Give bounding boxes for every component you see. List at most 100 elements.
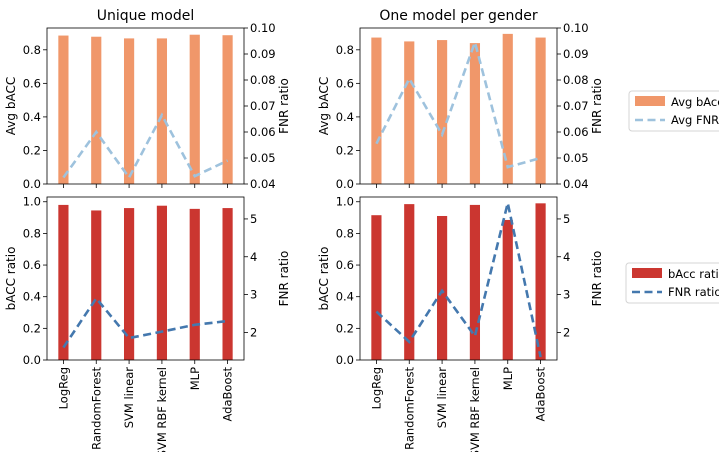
chart-panel-1: Unique model 0.0 0.2 0.4 0.6 0.8 0.04 0.05 0.06 0… <box>4 8 291 191</box>
bar-svm-rbf-kernel <box>469 204 481 360</box>
y2-tick-label: 2 <box>563 325 570 339</box>
y2-tick-label: 0.10 <box>250 21 276 35</box>
y2-axis-title: FNR ratio <box>590 251 604 307</box>
bar-svm-linear <box>123 38 135 185</box>
y2-tick-label: 5 <box>250 212 257 226</box>
legend-bar-label: Avg bAcc <box>671 95 719 109</box>
x-tick-label: SVM RBF kernel <box>155 367 169 452</box>
y2-tick-label: 0.06 <box>563 125 589 139</box>
bar-mlp <box>502 33 513 184</box>
bar-randomforest <box>91 36 102 184</box>
bar-adaboost <box>222 35 233 184</box>
y-tick-label: 0.0 <box>23 353 41 367</box>
bar-svm-linear <box>123 208 135 360</box>
y2-tick-label: 4 <box>563 250 570 264</box>
x-tick-label: MLP <box>188 367 202 390</box>
bar-svm-rbf-kernel <box>156 205 168 360</box>
y2-tick-label: 4 <box>250 250 257 264</box>
y-tick-label: 1.0 <box>23 195 41 209</box>
y2-tick-label: 3 <box>250 288 257 302</box>
x-tick-label: SVM RBF kernel <box>468 367 482 452</box>
bar-logreg <box>58 35 69 184</box>
bar-svm-linear <box>436 215 448 360</box>
y2-tick-label: 0.04 <box>563 177 589 191</box>
x-tick-label: AdaBoost <box>221 367 235 422</box>
x-tick-label: RandomForest <box>89 367 103 450</box>
chart-panel-2: One model per gender 0.0 0.2 0.4 0.6 0.8 0.04 0… <box>317 8 604 191</box>
y2-tick-label: 0.09 <box>250 47 276 61</box>
fnr-line <box>62 296 228 349</box>
bar-randomforest <box>91 210 102 360</box>
x-tick-label: LogReg <box>369 367 383 409</box>
legend-line-label: Avg FNR <box>671 113 719 127</box>
y2-tick-label: 0.05 <box>563 151 589 165</box>
legend-2: bAcc ratio FNR ratio <box>625 262 719 304</box>
y-axis-title: bACC ratio <box>317 247 331 311</box>
bar-mlp <box>189 34 200 184</box>
y2-tick-label: 0.10 <box>563 21 589 35</box>
legend-bar-swatch <box>632 268 662 278</box>
legend-bar-label: bAcc ratio <box>668 267 719 281</box>
panel-title: Unique model <box>97 8 194 24</box>
y2-tick-label: 0.07 <box>250 99 276 113</box>
x-tick-label: AdaBoost <box>534 367 548 422</box>
y-tick-label: 0.0 <box>336 177 354 191</box>
legend-line-label: FNR ratio <box>668 285 719 299</box>
bar-adaboost <box>535 37 546 184</box>
y2-tick-label: 0.09 <box>563 47 589 61</box>
y-tick-label: 0.4 <box>336 290 354 304</box>
legend-bar-swatch <box>635 96 665 106</box>
y-tick-label: 0.2 <box>23 143 41 157</box>
bar-logreg <box>371 37 382 184</box>
bar-adaboost <box>535 203 546 360</box>
x-tick-label: SVM linear <box>122 367 136 429</box>
y2-tick-label: 0.08 <box>250 73 276 87</box>
x-tick-label: MLP <box>501 367 515 390</box>
y-tick-label: 0.6 <box>23 258 41 272</box>
y-tick-label: 0.8 <box>336 43 354 57</box>
y-tick-label: 0.4 <box>336 110 354 124</box>
axes-frame <box>46 27 245 185</box>
y2-tick-label: 0.08 <box>563 73 589 87</box>
y-tick-label: 0.2 <box>23 321 41 335</box>
y-tick-label: 0.4 <box>23 110 41 124</box>
y2-tick-label: 0.04 <box>250 177 276 191</box>
x-tick-label: RandomForest <box>402 367 416 450</box>
x-tick-label: SVM linear <box>435 367 449 429</box>
y2-tick-label: 3 <box>563 288 570 302</box>
y-axis-title: bACC ratio <box>4 247 18 311</box>
bar-logreg <box>371 215 382 360</box>
axes-frame <box>46 196 245 361</box>
y-tick-label: 0.6 <box>336 258 354 272</box>
y-tick-label: 0.8 <box>23 43 41 57</box>
bar-mlp <box>189 208 200 360</box>
y2-tick-label: 5 <box>563 212 570 226</box>
y-axis-title: Avg bACC <box>317 77 331 135</box>
axes-frame <box>359 196 558 361</box>
bar-svm-linear <box>436 40 448 184</box>
y2-tick-label: 2 <box>250 325 257 339</box>
fnr-line <box>375 37 541 169</box>
fnr-line <box>62 112 229 180</box>
chart-panel-3: 0.0 0.2 0.4 0.6 0.8 1.0 2 3 4 5 LogReg RandomForest… <box>4 195 291 457</box>
y-tick-label: 0.2 <box>336 143 354 157</box>
y-tick-label: 0.2 <box>336 321 354 335</box>
bar-randomforest <box>404 204 415 360</box>
chart-panel-4: 0.0 0.2 0.4 0.6 0.8 1.0 2 3 4 5 LogReg RandomForest… <box>317 195 604 457</box>
y2-axis-title: FNR ratio <box>277 251 291 307</box>
y-tick-label: 0.8 <box>336 226 354 240</box>
y-tick-label: 0.6 <box>336 76 354 90</box>
bar-logreg <box>58 204 69 360</box>
y2-tick-label: 0.05 <box>250 151 276 165</box>
axes-frame <box>359 27 558 185</box>
y-axis-title: Avg bACC <box>4 77 18 135</box>
y2-axis-title: FNR ratio <box>590 78 604 134</box>
bar-svm-rbf-kernel <box>469 43 481 185</box>
y2-tick-label: 0.06 <box>250 125 276 139</box>
y-tick-label: 0.0 <box>23 177 41 191</box>
y-tick-label: 0.0 <box>336 353 354 367</box>
y-tick-label: 0.6 <box>23 76 41 90</box>
bar-adaboost <box>222 208 233 360</box>
